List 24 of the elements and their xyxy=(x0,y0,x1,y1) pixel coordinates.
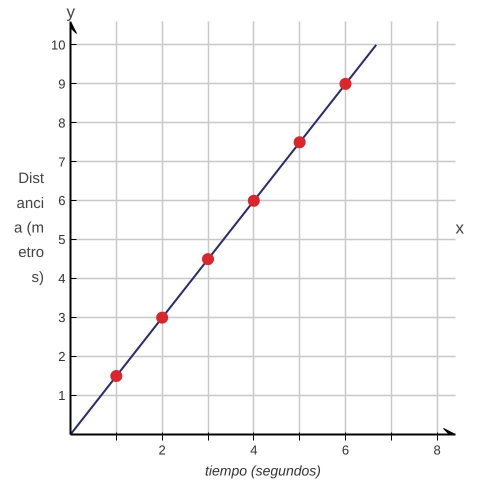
x-tick-label: 6 xyxy=(342,442,350,458)
y-tick-label: 6 xyxy=(58,193,66,208)
y-tick-label: 2 xyxy=(58,349,66,364)
y-tick-label: 9 xyxy=(58,76,66,92)
x-axis-title: tiempo (segundos) xyxy=(205,462,321,478)
annotation: y xyxy=(66,2,76,22)
x-tick-label: 4 xyxy=(250,442,258,458)
x-tick-label: 2 xyxy=(158,442,166,458)
point xyxy=(294,136,306,148)
point xyxy=(110,370,122,382)
y-axis-title: Distancia (metros) xyxy=(14,170,45,286)
point xyxy=(248,194,260,207)
point xyxy=(156,312,168,324)
x-tick-label: 8 xyxy=(434,442,441,458)
y-tick-label: 5 xyxy=(58,232,66,248)
y-tick-label: 3 xyxy=(58,310,66,326)
y-tick-label: 7 xyxy=(58,154,66,170)
annotation: x xyxy=(456,218,464,238)
y-tick-label: 10 xyxy=(51,37,66,52)
y-tick-label: 8 xyxy=(58,115,66,130)
point xyxy=(340,78,352,90)
y-tick-label: 1 xyxy=(58,388,66,404)
point xyxy=(202,253,214,266)
y-tick-label: 4 xyxy=(58,271,66,286)
